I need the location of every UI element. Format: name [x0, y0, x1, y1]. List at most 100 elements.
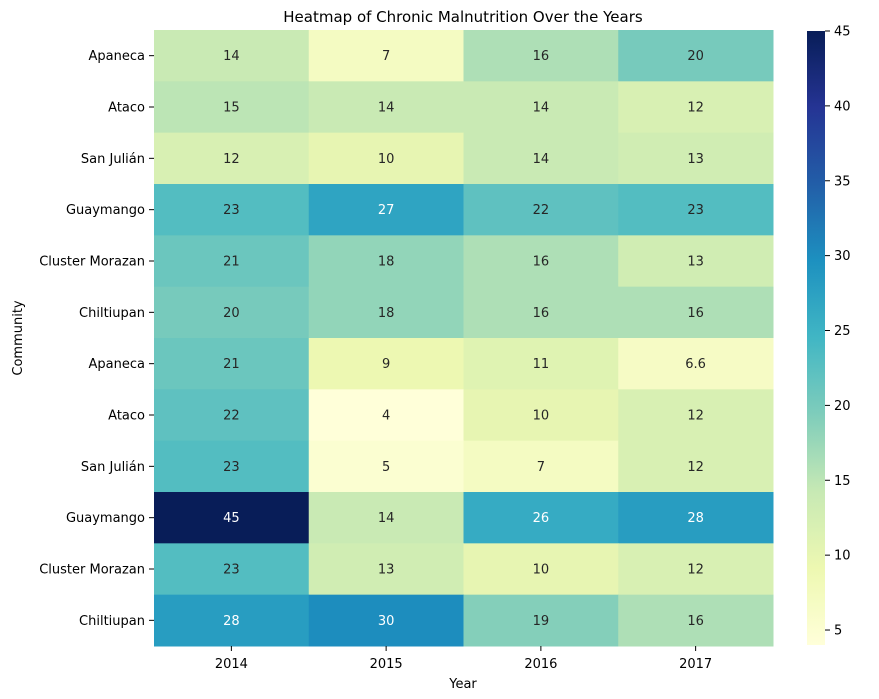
- heatmap-cell: [308, 492, 464, 544]
- heatmap-cell: [618, 132, 774, 185]
- heatmap-cell: [154, 338, 310, 390]
- colorbar-tick-label: 45: [834, 25, 851, 40]
- cell-value-label: 45: [223, 511, 240, 526]
- cell-value-label: 12: [687, 460, 704, 475]
- cell-value-label: 26: [533, 511, 550, 526]
- heatmap-cell: [463, 440, 619, 493]
- cell-value-label: 23: [223, 563, 240, 578]
- heatmap-cell: [154, 30, 310, 82]
- cell-value-label: 23: [223, 203, 240, 218]
- cell-value-label: 14: [223, 49, 240, 64]
- chart-title: Heatmap of Chronic Malnutrition Over the…: [283, 8, 643, 26]
- heatmap-cell: [154, 184, 310, 236]
- y-tick-label: Apaneca: [89, 49, 145, 64]
- cell-value-label: 16: [533, 49, 550, 64]
- cell-value-label: 16: [687, 306, 704, 321]
- heatmap-cell: [154, 286, 310, 339]
- cell-value-label: 4: [382, 409, 390, 424]
- cell-value-label: 22: [533, 203, 550, 218]
- cell-value-label: 13: [687, 255, 704, 270]
- heatmap-cell: [618, 30, 774, 82]
- colorbar-tick-label: 30: [834, 249, 851, 264]
- cell-value-label: 16: [687, 614, 704, 629]
- cell-value-label: 12: [687, 101, 704, 116]
- heatmap-cell: [308, 389, 464, 442]
- y-tick-label: Ataco: [108, 101, 145, 116]
- heatmap-cell: [463, 235, 619, 288]
- x-tick-label: 2014: [215, 657, 248, 672]
- cell-value-label: 16: [533, 255, 550, 270]
- heatmap-cell: [308, 30, 464, 82]
- heatmap-cell: [618, 440, 774, 493]
- cell-value-label: 10: [378, 152, 395, 167]
- heatmap-cell: [618, 338, 774, 390]
- heatmap-cell: [463, 286, 619, 339]
- heatmap-cell: [154, 543, 310, 596]
- y-tick-label: San Julián: [81, 460, 145, 475]
- cell-value-label: 14: [378, 101, 395, 116]
- colorbar-tick-label: 15: [834, 474, 851, 489]
- cell-value-label: 12: [223, 152, 240, 167]
- heatmap-cell: [154, 492, 310, 544]
- cell-value-label: 19: [533, 614, 550, 629]
- y-tick-label: Ataco: [108, 409, 145, 424]
- heatmap-cell: [618, 492, 774, 544]
- heatmap-cell: [463, 492, 619, 544]
- heatmap-cell: [308, 440, 464, 493]
- cell-value-label: 20: [223, 306, 240, 321]
- cell-value-label: 9: [382, 357, 390, 372]
- heatmap-cell: [618, 81, 774, 134]
- heatmap-cell: [308, 286, 464, 339]
- cell-value-label: 11: [533, 357, 550, 372]
- heatmap-cell: [463, 543, 619, 596]
- cell-value-label: 7: [382, 49, 390, 64]
- y-tick-label: Cluster Morazan: [39, 255, 145, 270]
- heatmap-cell: [308, 184, 464, 236]
- cell-value-label: 18: [378, 255, 395, 270]
- cell-value-label: 22: [223, 409, 240, 424]
- heatmap-cell: [154, 235, 310, 288]
- heatmap-cell: [154, 440, 310, 493]
- x-axis-label: Year: [448, 677, 477, 692]
- heatmap-cell: [154, 81, 310, 134]
- cell-value-label: 15: [223, 101, 240, 116]
- cell-value-label: 14: [533, 152, 550, 167]
- cell-value-label: 20: [687, 49, 704, 64]
- x-axis-ticks: 2014 2015 2016 2017: [215, 646, 712, 672]
- heatmap-cell: [463, 184, 619, 236]
- colorbar-tick-label: 40: [834, 99, 851, 114]
- cell-value-label: 28: [223, 614, 240, 629]
- y-tick-label: Chiltiupan: [79, 306, 145, 321]
- heatmap-cell: [308, 543, 464, 596]
- y-tick-label: Cluster Morazan: [39, 563, 145, 578]
- cell-value-labels: 14 7 16 20 15 14 14 12 12 10 14 13 23 27 22 23 21 18 16 13 2…: [223, 49, 706, 629]
- y-tick-label: Guaymango: [66, 511, 145, 526]
- cell-value-label: 21: [223, 255, 240, 270]
- cell-value-label: 16: [533, 306, 550, 321]
- heatmap-cell: [618, 389, 774, 442]
- x-tick-label: 2015: [370, 657, 403, 672]
- y-axis-label: Community: [11, 300, 26, 376]
- heatmap-cell: [154, 594, 310, 647]
- cell-value-label: 14: [378, 511, 395, 526]
- cell-value-label: 7: [537, 460, 545, 475]
- y-tick-label: San Julián: [81, 152, 145, 167]
- heatmap-cell: [463, 132, 619, 185]
- cell-value-label: 23: [687, 203, 704, 218]
- heatmap-cell: [308, 81, 464, 134]
- cell-value-label: 14: [533, 101, 550, 116]
- heatmap-cell: [463, 338, 619, 390]
- heatmap-cell: [308, 594, 464, 647]
- colorbar-ticks: 5 10 15 20 25 30 35 40 45: [825, 25, 851, 639]
- colorbar-tick-label: 35: [834, 174, 851, 189]
- cell-value-label: 23: [223, 460, 240, 475]
- heatmap-cell: [618, 184, 774, 236]
- heatmap-cells: [154, 30, 774, 647]
- x-tick-label: 2016: [524, 657, 557, 672]
- cell-value-label: 30: [378, 614, 395, 629]
- cell-value-label: 18: [378, 306, 395, 321]
- heatmap-cell: [618, 543, 774, 596]
- heatmap-cell: [308, 132, 464, 185]
- y-tick-label: Guaymango: [66, 203, 145, 218]
